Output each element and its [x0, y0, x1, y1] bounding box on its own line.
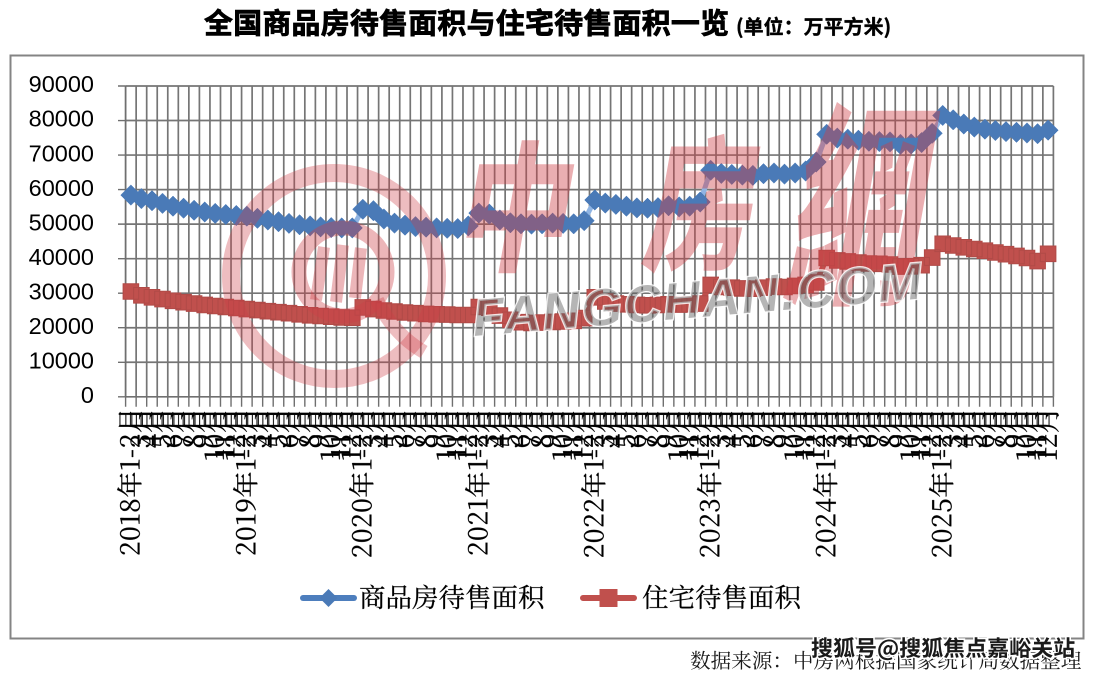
svg-text:80000: 80000	[29, 106, 94, 132]
svg-text:30000: 30000	[29, 278, 94, 304]
svg-text:50000: 50000	[29, 209, 94, 235]
svg-text:20000: 20000	[29, 313, 94, 339]
svg-text:70000: 70000	[29, 140, 94, 166]
svg-text:60000: 60000	[29, 175, 94, 201]
svg-text:0: 0	[81, 382, 94, 408]
svg-text:90000: 90000	[29, 71, 94, 97]
svg-text:10000: 10000	[29, 348, 94, 374]
svg-text:40000: 40000	[29, 244, 94, 270]
